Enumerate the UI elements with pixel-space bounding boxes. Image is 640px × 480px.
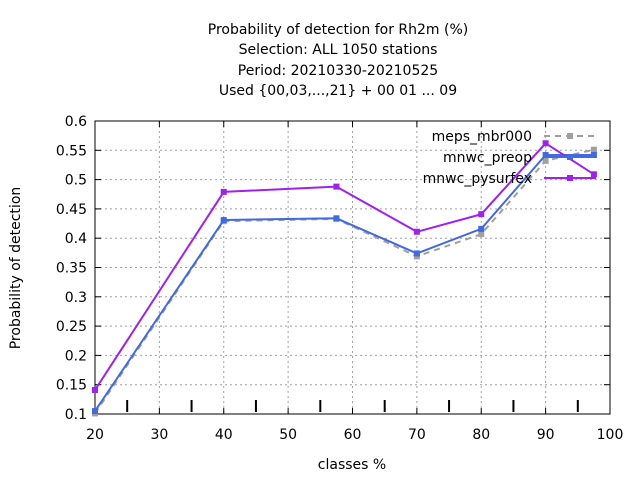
legend-item: mnwc_preop: [443, 150, 596, 166]
data-point: [542, 151, 549, 158]
series-mnwc_preop: [92, 151, 597, 415]
data-point: [542, 157, 549, 164]
y-axis-ticks: 0.1 0.15 0.2 0.25 0.3 0.35 0.4 0.45 0.5 0.55 0.6: [56, 114, 610, 423]
data-point: [478, 211, 485, 218]
data-point: [590, 146, 597, 153]
x-tick-label: 50: [279, 427, 297, 443]
data-point: [590, 151, 597, 158]
y-tick-label: 0.15: [56, 378, 87, 394]
series-mnwc_pysurfex: [92, 140, 597, 393]
data-point: [92, 408, 98, 415]
y-tick-label: 0.35: [56, 261, 87, 277]
legend-label: mnwc_preop: [443, 150, 532, 166]
x-tick-label: 40: [215, 427, 233, 443]
x-axis-label: classes %: [318, 457, 386, 473]
data-point: [333, 183, 340, 190]
x-tick-label: 70: [408, 427, 426, 443]
data-point: [478, 231, 485, 238]
y-tick-label: 0.25: [56, 319, 87, 335]
y-tick-label: 0.6: [65, 114, 87, 130]
legend-item: mnwc_pysurfex: [423, 171, 596, 187]
legend-label: mnwc_pysurfex: [423, 171, 532, 187]
plot-frame: [94, 120, 611, 415]
series-meps_mbr000: [92, 146, 597, 417]
legend-label: meps_mbr000: [432, 129, 532, 145]
data-point: [92, 386, 98, 393]
y-tick-label: 0.1: [65, 407, 87, 423]
y-tick-label: 0.2: [65, 348, 87, 364]
x-tick-label: 60: [344, 427, 362, 443]
y-tick-label: 0.55: [56, 143, 87, 159]
x-tick-label: 30: [150, 427, 168, 443]
data-point: [478, 225, 485, 232]
title-line-2: Selection: ALL 1050 stations: [239, 42, 438, 58]
title-line-4: Used {00,03,...,21} + 00 01 ... 09: [219, 83, 457, 99]
data-point: [413, 228, 420, 235]
x-tick-label: 20: [86, 427, 104, 443]
x-tick-label: 80: [472, 427, 490, 443]
data-point: [413, 250, 420, 257]
title-line-3: Period: 20210330-20210525: [238, 63, 438, 79]
title-line-1: Probability of detection for Rh2m (%): [208, 22, 469, 38]
x-tick-label: 100: [597, 427, 624, 443]
y-tick-label: 0.3: [65, 290, 87, 306]
legend: meps_mbr000 mnwc_preop mnwc_pysurfex: [423, 129, 596, 187]
y-tick-label: 0.5: [65, 173, 87, 189]
data-point: [220, 217, 227, 224]
data-point: [542, 140, 549, 147]
legend-item: meps_mbr000: [432, 129, 596, 145]
y-tick-label: 0.4: [65, 231, 87, 247]
minor-ticks: [126, 400, 579, 412]
legend-marker: [567, 133, 573, 139]
chart-title: Probability of detection for Rh2m (%) Se…: [208, 22, 469, 99]
series-line: [94, 154, 594, 412]
grid: [95, 121, 610, 414]
x-tick-label: 90: [537, 427, 555, 443]
x-axis-ticks: 20 30 40 50 60 70 80 90 100: [86, 121, 623, 443]
y-axis-label: Probability of detection: [8, 187, 24, 350]
data-point: [333, 215, 340, 222]
data-point: [590, 171, 597, 178]
series-lines: [92, 140, 597, 417]
y-tick-label: 0.45: [56, 202, 87, 218]
series-line: [94, 148, 595, 414]
data-point: [220, 188, 227, 195]
legend-marker: [567, 175, 573, 181]
legend-marker: [567, 154, 573, 160]
